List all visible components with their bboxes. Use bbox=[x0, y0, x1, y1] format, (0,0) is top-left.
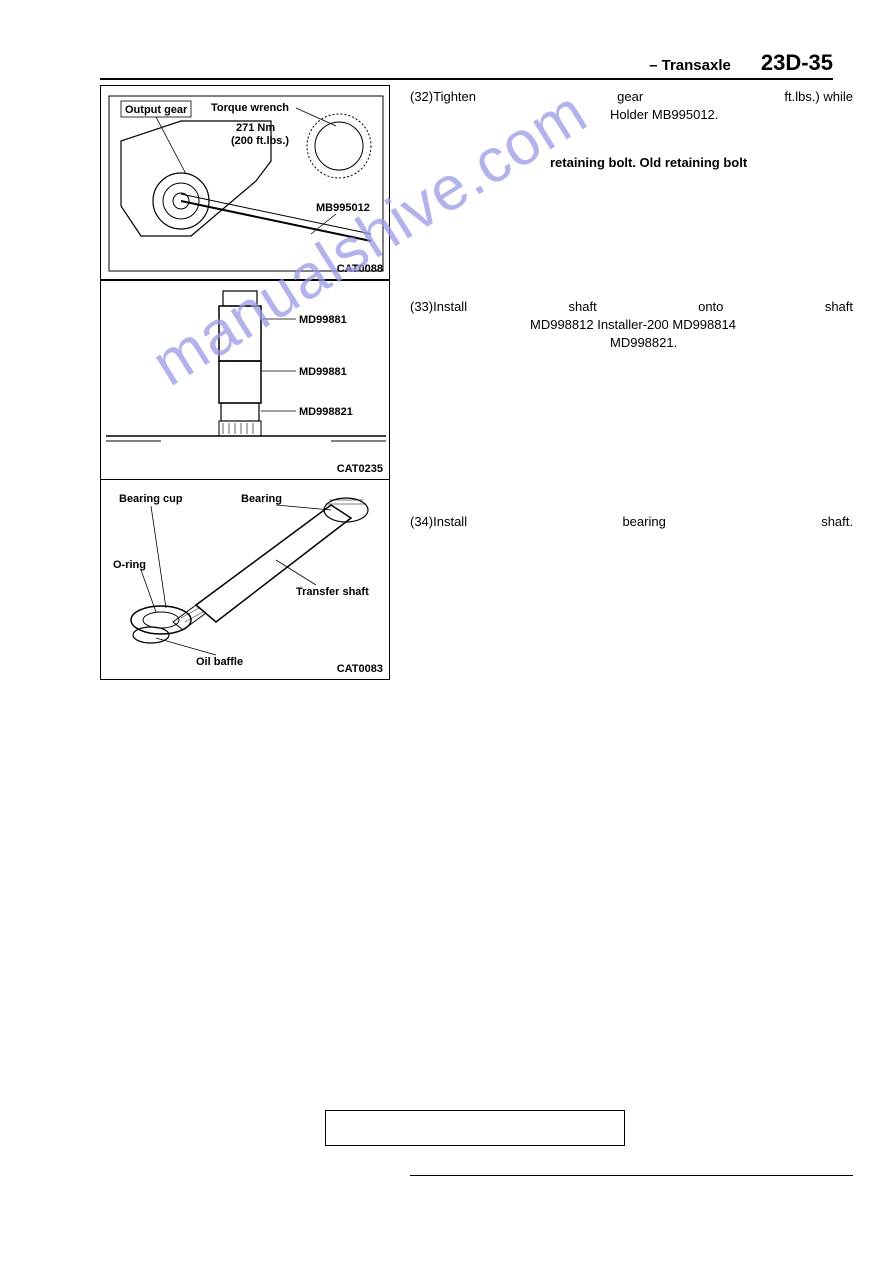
figure-3-svg: Bearing cup Bearing O-ring Transfer shaf… bbox=[101, 480, 391, 680]
figure-2-code: CAT0235 bbox=[337, 463, 383, 475]
figure-1-svg: Output gear Torque wrench 271 Nm (200 ft… bbox=[101, 86, 391, 281]
step-32: (32)Tighten gear ft.lbs.) while Holder M… bbox=[410, 88, 853, 278]
step32-bold: retaining bolt. Old retaining bolt bbox=[410, 154, 853, 172]
figure-3: Bearing cup Bearing O-ring Transfer shaf… bbox=[100, 480, 390, 680]
page-header: – Transaxle 23D-35 bbox=[100, 50, 833, 80]
fig3-o-ring: O-ring bbox=[113, 559, 146, 571]
step33-w1: Install bbox=[433, 299, 467, 314]
step33-w3: onto bbox=[698, 298, 723, 316]
figure-column: Output gear Torque wrench 271 Nm (200 ft… bbox=[100, 85, 390, 680]
figure-3-code: CAT0083 bbox=[337, 663, 383, 675]
text-column: (32)Tighten gear ft.lbs.) while Holder M… bbox=[410, 88, 853, 551]
step34-w3: shaft. bbox=[821, 513, 853, 531]
step33-num: (33) bbox=[410, 299, 433, 314]
fig2-tool1: MD99881 bbox=[299, 314, 347, 326]
step33-w4: shaft bbox=[825, 298, 853, 316]
figure-2: MD99881 MD99881 MD998821 CAT0235 bbox=[100, 280, 390, 480]
step32-w3: ft.lbs.) while bbox=[784, 88, 853, 106]
step34-w2: bearing bbox=[622, 513, 665, 531]
header-section-label: – Transaxle bbox=[649, 57, 731, 74]
figure-2-svg: MD99881 MD99881 MD998821 bbox=[101, 281, 391, 481]
fig2-tool2: MD99881 bbox=[299, 366, 347, 378]
fig3-bearing-cup: Bearing cup bbox=[119, 493, 183, 505]
fig3-transfer-shaft: Transfer shaft bbox=[296, 586, 369, 598]
step33-line2: MD998812 Installer-200 MD998814 bbox=[410, 316, 853, 334]
fig1-tool-number: MB995012 bbox=[316, 202, 370, 214]
figure-1-code: CAT0088 bbox=[337, 263, 383, 275]
step32-num: (32) bbox=[410, 89, 433, 104]
header-page-number: 23D-35 bbox=[761, 50, 833, 76]
fig1-output-gear-label: Output gear bbox=[125, 104, 188, 116]
fig1-torque-wrench-label: Torque wrench bbox=[211, 102, 289, 114]
step34-num: (34) bbox=[410, 514, 433, 529]
step33-line3: MD998821. bbox=[410, 334, 853, 352]
step34-w1: Install bbox=[433, 514, 467, 529]
bottom-empty-box bbox=[325, 1110, 625, 1146]
step32-line2: Holder MB995012. bbox=[410, 106, 853, 124]
step-34: (34)Install bearing shaft. bbox=[410, 513, 853, 531]
step-33: (33)Install shaft onto shaft MD998812 In… bbox=[410, 298, 853, 493]
step32-w1: Tighten bbox=[433, 89, 476, 104]
fig2-tool3: MD998821 bbox=[299, 406, 353, 418]
fig3-bearing: Bearing bbox=[241, 493, 282, 505]
fig1-torque-ftlbs: (200 ft.lbs.) bbox=[231, 135, 289, 147]
bottom-rule bbox=[410, 1175, 853, 1176]
fig3-oil-baffle: Oil baffle bbox=[196, 656, 243, 668]
step33-w2: shaft bbox=[569, 298, 597, 316]
figure-1: Output gear Torque wrench 271 Nm (200 ft… bbox=[100, 85, 390, 280]
fig1-torque-nm: 271 Nm bbox=[236, 122, 275, 134]
step32-w2: gear bbox=[617, 88, 643, 106]
